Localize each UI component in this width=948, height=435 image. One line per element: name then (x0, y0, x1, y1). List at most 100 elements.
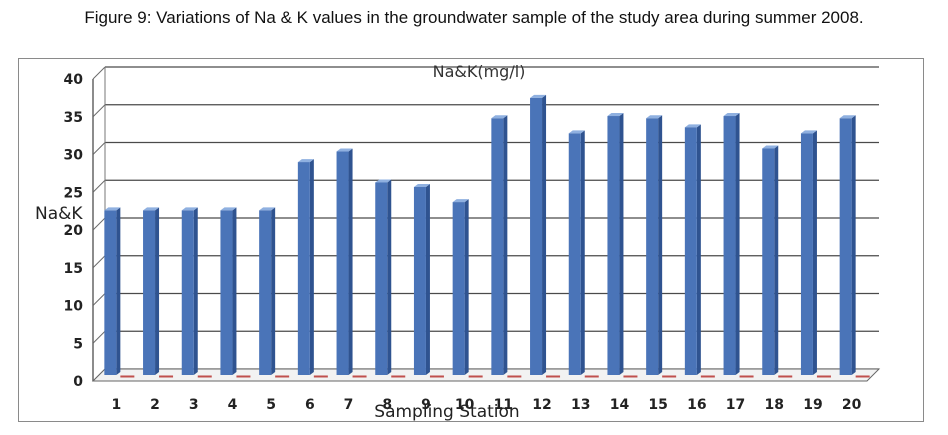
x-tick-label: 18 (765, 397, 784, 413)
bar-top (336, 148, 353, 152)
bar-secondary (816, 375, 831, 378)
gridline-depth (92, 66, 106, 80)
y-tick-label: 5 (73, 336, 83, 352)
bar-secondary (468, 375, 483, 378)
bar-side (464, 199, 469, 375)
bar-top (220, 207, 237, 211)
bar-side (696, 124, 701, 375)
bar-side (309, 159, 314, 375)
chart-frame: 0 5 10 15 20 25 30 35 40 1 2 3 4 5 6 7 8 9 10 11 12 13 14 15 16 1… (18, 58, 924, 422)
bar (143, 210, 156, 375)
bar-secondary (391, 375, 406, 378)
x-tick-label: 6 (305, 397, 315, 413)
bar-secondary (623, 375, 638, 378)
bar (491, 118, 504, 376)
axes (91, 67, 881, 382)
x-tick-label: 15 (648, 397, 667, 413)
bar-secondary (429, 375, 444, 378)
bar-secondary (313, 375, 328, 378)
bar-side (425, 184, 430, 375)
bar-side (348, 148, 353, 375)
bar-top (530, 94, 547, 98)
bar-top (491, 115, 508, 119)
bar-top (607, 113, 624, 117)
x-tick-label: 2 (150, 397, 160, 413)
chart-floor (91, 368, 881, 382)
bar-side (619, 113, 624, 375)
x-tick-label: 11 (494, 397, 513, 413)
bar (607, 116, 620, 375)
bar-side (193, 207, 198, 375)
x-tick-label: 5 (266, 397, 276, 413)
bar-top (839, 115, 856, 119)
bar (684, 127, 697, 375)
bar-side (580, 130, 585, 375)
bar-secondary (739, 375, 754, 378)
bar-side (851, 115, 856, 376)
y-tick-label: 15 (64, 261, 83, 277)
bar (530, 97, 543, 375)
x-tick-label: 7 (344, 397, 354, 413)
bar (375, 182, 388, 375)
bar (220, 210, 233, 375)
x-tick-label: 17 (726, 397, 745, 413)
y-tick-label: 25 (64, 185, 83, 201)
bar (336, 151, 349, 375)
bar-top (259, 207, 276, 211)
gridline-depth (92, 217, 106, 231)
bar-secondary (236, 375, 251, 378)
y-tick-label: 0 (73, 374, 83, 390)
bar-secondary (546, 375, 561, 378)
bar-secondary (855, 375, 870, 378)
x-tick-label: 10 (455, 397, 475, 413)
bar (800, 133, 813, 375)
bar-side (232, 207, 237, 375)
bar-secondary (507, 375, 522, 378)
bar-side (155, 207, 160, 375)
bar (568, 133, 581, 375)
x-tick-label: 14 (610, 397, 630, 413)
bar (839, 118, 852, 376)
bar (104, 210, 117, 375)
y-tick-label: 30 (64, 148, 84, 164)
bar-top (297, 159, 314, 163)
bar-side (387, 179, 392, 375)
gridline-depth (92, 104, 106, 118)
bar-top (104, 207, 121, 211)
bar-top (723, 113, 740, 117)
y-tick-label: 35 (64, 110, 83, 126)
x-tick-label: 1 (111, 397, 121, 413)
bar-side (658, 115, 663, 376)
x-axis-title: Sampling Station (374, 402, 519, 421)
y-tick-label: 40 (64, 72, 84, 88)
bar-top (762, 145, 779, 149)
bar-top (413, 184, 430, 188)
bar (413, 187, 426, 375)
bar-top (452, 199, 469, 203)
bar-secondary (584, 375, 599, 378)
x-tick-label: 12 (532, 397, 551, 413)
bar-side (503, 115, 508, 376)
gridline-depth (92, 330, 106, 344)
bar-side (271, 207, 276, 375)
x-tick-label: 3 (189, 397, 199, 413)
gridline-depth (92, 179, 106, 193)
bar-secondary (662, 375, 677, 378)
x-tick-label: 9 (421, 397, 431, 413)
bar-top (568, 130, 585, 134)
y-tick-label: 10 (64, 299, 84, 315)
bar-secondary (120, 375, 135, 378)
bar-top (143, 207, 160, 211)
x-tick-label: 4 (228, 397, 238, 413)
bar-secondary (778, 375, 793, 378)
bar (723, 116, 736, 375)
bar (181, 210, 194, 375)
x-tick-label: 8 (382, 397, 392, 413)
figure-caption: Figure 9: Variations of Na & K values in… (84, 8, 864, 27)
bar-secondary (197, 375, 212, 378)
bar-top (684, 124, 701, 128)
bar-side (735, 113, 740, 375)
y-tick-label: 20 (64, 223, 84, 239)
